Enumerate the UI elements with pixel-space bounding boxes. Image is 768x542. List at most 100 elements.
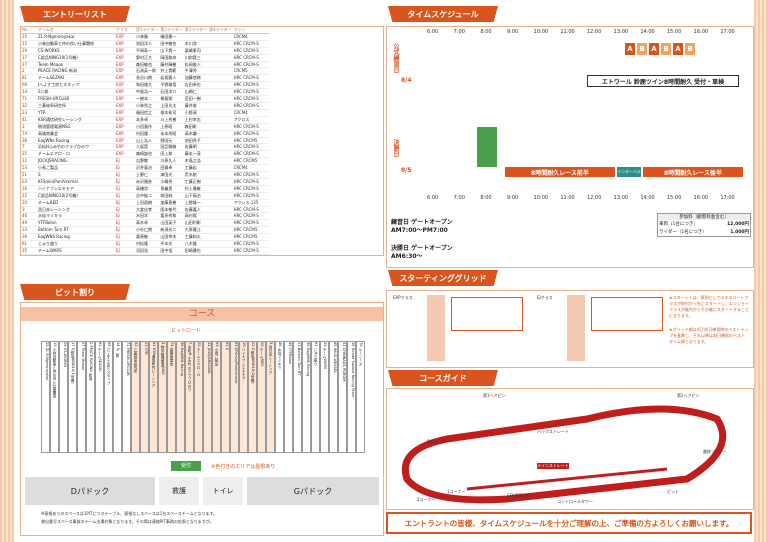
- pit-slot: 15 小林自動車と仲の良い仕事関係: [50, 341, 59, 453]
- table-cell: CRCM4: [232, 164, 269, 173]
- table-row: 63 KFSmin/Pun/Vsnmai EJ 赤沢雅彦 小嶋秀 工藤正樹 HRC CRCM…: [21, 178, 269, 186]
- table-cell: HRC CRCM-S: [232, 61, 269, 69]
- time-tick: 17:00: [720, 195, 735, 201]
- table-cell: 長谷川朗: [135, 74, 160, 83]
- table-cell: Team Moaoo: [37, 61, 115, 69]
- table-cell: チームRED: [37, 199, 115, 207]
- table-cell: チームSEZAKI: [37, 74, 115, 83]
- table-cell: EJ: [115, 178, 135, 186]
- table-cell: 山田利彰: [183, 219, 209, 228]
- pit-slot: 46 水仙マミキラ: [275, 341, 284, 453]
- table-row: 13 Bottom Turn RT EJ 小杉仁朗 新潟光二 大原雅江 HRC CRCM5: [21, 226, 269, 235]
- table-cell: [208, 178, 233, 186]
- table-cell: チームWARS: [37, 247, 115, 255]
- table-cell: HRC CRCM-S: [232, 247, 269, 255]
- table-cell: 工藤岩: [183, 164, 209, 173]
- table-cell: [208, 206, 233, 214]
- paddock-g: Gパドック: [247, 477, 379, 505]
- table-cell: 石渕英一郎: [135, 67, 160, 76]
- fee-table: 参加料（観客料金含む） 車両（1台につき） 12,000円 ライダー（1名につき）…: [657, 213, 751, 237]
- table-cell: HRC CRCM-S: [232, 123, 269, 131]
- time-tick: 10:00: [533, 29, 549, 35]
- table-cell: 大倉佳孝: [135, 206, 160, 214]
- table-cell: 福田信之: [135, 109, 160, 117]
- table-cell: 45: [21, 254, 37, 255]
- table-cell: 吉中紘二: [135, 192, 160, 200]
- table-cell: 栗原敏: [135, 233, 160, 242]
- pit-slot: 27 Team Moaoo: [77, 341, 86, 453]
- pit-slot: 36 EagWNs Racing: [176, 341, 185, 453]
- table-cell: HRC CRCM5: [232, 137, 269, 145]
- table-cell: 一樹本: [135, 95, 160, 103]
- table-cell: 田賀卓: [159, 164, 184, 173]
- table-cell: 田崎雅也: [183, 247, 209, 255]
- table-cell: 三菱岐阜研究所: [37, 102, 115, 110]
- pit-slot: 18 Honda Suzuka Racing Team: [347, 341, 356, 453]
- main-straight: [466, 467, 668, 491]
- table-cell: 藤本一茂: [183, 150, 209, 159]
- table-cell: ハイナブシエキモア: [37, 185, 115, 193]
- table-row: 3 西日本レーシング EJ 大倉佳孝 阪本郁代 佐藤嘉人 HRC CRCM-S: [21, 206, 269, 214]
- table-cell: [208, 130, 233, 138]
- table-cell: EJ: [115, 219, 135, 228]
- table-cell: 前田純: [159, 192, 184, 200]
- table-cell: C部品NING10(1号機): [37, 54, 115, 62]
- table-row: 71 FRESH-UP.CLUB EXP 一樹本 桐島翔 宮田一樹 HRC CRCM-S: [21, 95, 269, 103]
- interval-bar: インターバル: [617, 167, 641, 177]
- time-tick: 17:00: [720, 29, 735, 35]
- table-cell: HRC CRCM5: [232, 226, 269, 235]
- table-cell: 山下瑛治: [183, 192, 209, 200]
- table-cell: 田中悟: [159, 247, 184, 255]
- race-gate-label: 決勝日 ゲートオープン: [391, 245, 453, 252]
- pit-slot: 39 EagWNS Racing: [302, 341, 311, 453]
- table-cell: EJ: [115, 199, 135, 207]
- pit-slots: 25 ZL R-Ngmsroyakai 15 小林自動車と仲の良い仕事関係 29 C…: [41, 341, 371, 461]
- hairpin-2-label: 第2ヘアピン: [677, 393, 700, 398]
- table-cell: EJ: [115, 171, 135, 179]
- table-cell: EJ: [115, 254, 135, 255]
- pit-slot: 2 PEACE RACING 新潟: [86, 341, 95, 453]
- table-cell: 16: [21, 185, 37, 193]
- table-cell: [208, 88, 233, 97]
- table-cell: [208, 137, 233, 145]
- entry-col-header: No.: [21, 27, 37, 34]
- pit-slot: 3 西日本レーシング: [266, 341, 275, 453]
- table-cell: 山下貴一: [159, 47, 184, 55]
- table-cell: [208, 157, 233, 166]
- table-cell: 22: [21, 192, 37, 200]
- pit-slot: 12 JOCKJSRACING: [203, 341, 212, 453]
- pit-slot: 17 C部品NING10(1号機): [68, 341, 77, 453]
- course-in-label: COURSE IN: [507, 493, 530, 498]
- timetable-panel: 6:00 7:00 8:00 9:00 10:00 11:00 12:00 13:00 14:0…: [386, 26, 754, 268]
- table-cell: 桐島翔: [159, 95, 184, 103]
- table-cell: Jへよす工房とスタッフ: [37, 81, 115, 90]
- table-row: 69 Jへよす工房とスタッフ EXP 和田雄大 平野雄悟 吉田卓也 HRC CRCM-S: [21, 81, 269, 90]
- left-border-stripe: [0, 0, 14, 542]
- time-tick: 16:00: [693, 29, 709, 35]
- table-row: 25 チームエアロ・ロ EXP 森崎誠也 田上和 藤本一茂 HRC CRCM-S: [21, 150, 269, 159]
- table-cell: EXP: [115, 33, 135, 41]
- table-cell: 藤井俊: [183, 102, 209, 110]
- table-cell: [208, 102, 233, 110]
- time-tick: 6:00: [427, 29, 439, 35]
- table-cell: EJ: [115, 226, 135, 235]
- time-tick: 15:00: [667, 195, 682, 201]
- table-row: 32 三菱岐阜研究所 EXP 小林秀之 上田光太 藤井俊 HRC CRCM-S: [21, 102, 269, 110]
- table-cell: 平岡寿一: [135, 47, 160, 55]
- table-cell: 水仙マミキラ: [37, 212, 115, 221]
- course-map: [402, 405, 727, 504]
- table-cell: 佐藤嘉人: [183, 206, 209, 214]
- table-cell: 八坂賢: [135, 143, 160, 152]
- table-cell: 岡田和彦: [159, 54, 184, 62]
- grid-ej-label: EJクラス: [537, 295, 553, 300]
- table-cell: 池田洋人: [135, 40, 160, 48]
- pit-header: ピット割り: [20, 284, 130, 300]
- table-cell: HRC CRCM-S: [232, 219, 269, 228]
- table-cell: [208, 40, 233, 48]
- table-cell: 小林自動車と仲の良い仕事関係: [37, 40, 115, 48]
- table-row: 53 小長ご製品 EJ 沢井泰治 田賀卓 工藤岩 CRCM4: [21, 164, 269, 173]
- table-cell: EagWNs Racing: [37, 137, 115, 145]
- table-cell: EXP: [115, 47, 135, 55]
- table-cell: 川原久人: [159, 157, 184, 166]
